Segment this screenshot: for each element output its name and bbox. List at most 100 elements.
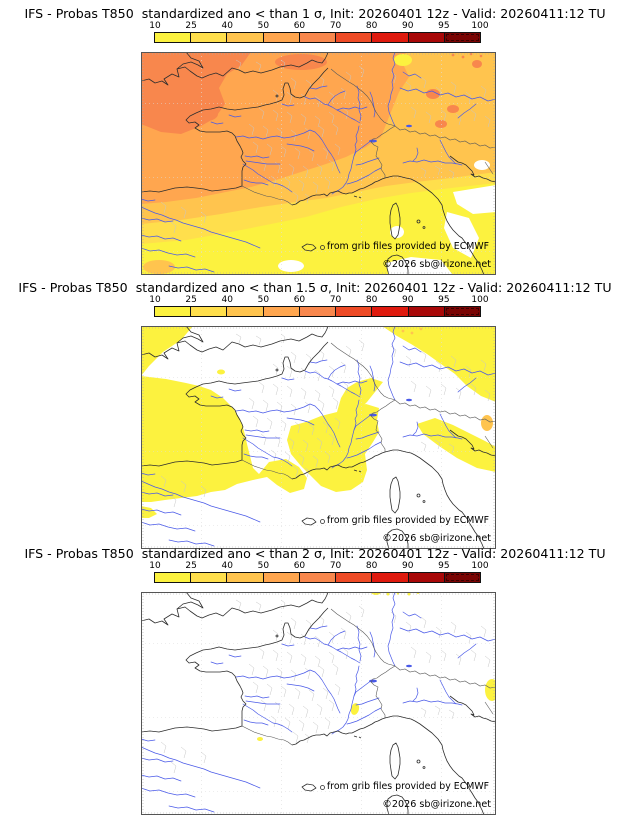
colorbar-tick-label: 10 xyxy=(149,561,161,571)
colorbar-tick-label: 60 xyxy=(293,295,306,305)
colorbar-segment xyxy=(191,573,228,582)
prob-blob-spain-edge xyxy=(141,506,157,518)
colorbar-tick-label: 40 xyxy=(221,561,233,571)
credit-provider: from grib files provided by ECMWF xyxy=(327,515,489,526)
colorbar-tick-label: 50 xyxy=(257,295,270,305)
credit-copyright: ©2026 sb@irizone.net xyxy=(382,533,491,544)
colorbar-tick-label: 25 xyxy=(185,561,197,571)
colorbar-tick-label: 90 xyxy=(402,295,414,305)
colorbar-segment xyxy=(299,33,337,42)
colorbar-tick-label: 60 xyxy=(293,21,306,31)
credit-provider: from grib files provided by ECMWF xyxy=(327,241,489,252)
colorbar-segment xyxy=(336,307,373,316)
colorbar-segment xyxy=(155,33,192,42)
colorbar-segment xyxy=(227,33,264,42)
colorbar-tick-label: 90 xyxy=(402,561,414,571)
colorbar-tick-label: 10 xyxy=(149,295,161,305)
prob-blob-nitaly-band xyxy=(417,418,496,472)
colorbar-tick-label: 100 xyxy=(471,21,489,31)
colorbar-tick-label: 90 xyxy=(402,21,414,31)
colorbar-segment xyxy=(227,573,264,582)
colorbar-segment xyxy=(372,307,409,316)
colorbar-segment xyxy=(408,33,445,42)
map-frame xyxy=(141,52,496,275)
bright-spot-rhine xyxy=(394,54,412,66)
map-sigma-1-5: from grib files provided by ECMWF ©2026 … xyxy=(141,326,496,549)
colorbar-segment xyxy=(227,307,264,316)
colorbar-segment xyxy=(263,33,300,42)
panel-sigma-2: IFS - Probas T850 standardized ano < tha… xyxy=(0,546,630,816)
panel-title: IFS - Probas T850 standardized ano < tha… xyxy=(18,280,612,295)
panel-title: IFS - Probas T850 standardized ano < tha… xyxy=(24,546,606,561)
colorbar-segment xyxy=(408,307,445,316)
colorbar: 10 25 40 50 60 70 80 90 95 100 xyxy=(149,21,489,47)
map-canvas: from grib files provided by ECMWF ©2026 … xyxy=(141,592,496,815)
prob-blob-northeast xyxy=(382,326,496,402)
colorbar-segment xyxy=(263,307,300,316)
colorbar-segment xyxy=(372,33,409,42)
colorbar-tick-label: 50 xyxy=(257,21,270,31)
colorbar-bar xyxy=(154,572,481,583)
colorbar-tick-row: 10 25 40 50 60 70 80 90 95 100 xyxy=(149,295,488,306)
colorbar-tick-label: 40 xyxy=(221,21,233,31)
colorbar-tick-label: 70 xyxy=(329,295,342,305)
colorbar-segment xyxy=(444,573,480,582)
map-frame xyxy=(141,592,496,815)
prob-spot-pyrenees xyxy=(257,737,263,741)
prob-blob-atlantic xyxy=(141,376,307,502)
high-prob-patches xyxy=(141,52,483,134)
prob-spot-alps xyxy=(350,703,360,715)
colorbar-segment xyxy=(263,573,300,582)
colorbar-segment xyxy=(444,307,480,316)
credit-copyright: ©2026 sb@irizone.net xyxy=(382,799,491,810)
colorbar-tick-label: 95 xyxy=(438,295,450,305)
map-canvas: from grib files provided by ECMWF ©2026 … xyxy=(141,326,496,549)
probability-field xyxy=(141,52,496,275)
colorbar-segment xyxy=(336,573,373,582)
amber-spot-sw xyxy=(143,260,175,274)
low-prob-patches xyxy=(278,160,496,275)
colorbar: 10 25 40 50 60 70 80 90 95 100 xyxy=(149,295,489,321)
credit-copyright: ©2026 sb@irizone.net xyxy=(382,259,491,270)
colorbar-segment xyxy=(155,573,192,582)
colorbar-segment xyxy=(336,33,373,42)
colorbar-tick-label: 70 xyxy=(329,561,342,571)
map-frame xyxy=(141,326,496,549)
map-sigma-1: from grib files provided by ECMWF ©2026 … xyxy=(141,52,496,275)
prob-blob-channel xyxy=(217,369,225,375)
colorbar-tick-label: 80 xyxy=(365,295,378,305)
map-canvas: from grib files provided by ECMWF ©2026 … xyxy=(141,52,496,275)
colorbar: 10 25 40 50 60 70 80 90 95 100 xyxy=(149,561,489,587)
colorbar-segment xyxy=(299,307,337,316)
colorbar-tick-label: 25 xyxy=(185,295,197,305)
colorbar-segment xyxy=(191,307,228,316)
colorbar-tick-label: 80 xyxy=(365,561,378,571)
colorbar-segment xyxy=(155,307,192,316)
colorbar-segment xyxy=(372,573,409,582)
colorbar-tick-label: 70 xyxy=(329,21,342,31)
prob-blob-northwest xyxy=(141,326,193,376)
colorbar-tick-label: 100 xyxy=(471,561,489,571)
colorbar-tick-label: 40 xyxy=(221,295,233,305)
panel-sigma-1-5: IFS - Probas T850 standardized ano < tha… xyxy=(0,280,630,550)
map-sigma-2: from grib files provided by ECMWF ©2026 … xyxy=(141,592,496,815)
colorbar-tick-label: 80 xyxy=(365,21,378,31)
colorbar-tick-label: 10 xyxy=(149,21,161,31)
colorbar-bar xyxy=(154,306,481,317)
colorbar-tick-label: 50 xyxy=(257,561,270,571)
colorbar-segment xyxy=(299,573,337,582)
colorbar-tick-row: 10 25 40 50 60 70 80 90 95 100 xyxy=(149,561,488,572)
panel-title: IFS - Probas T850 standardized ano < tha… xyxy=(24,6,606,21)
colorbar-tick-label: 95 xyxy=(438,561,450,571)
panel-sigma-1: IFS - Probas T850 standardized ano < tha… xyxy=(0,6,630,276)
colorbar-tick-label: 95 xyxy=(438,21,450,31)
colorbar-segment xyxy=(444,33,480,42)
credit-provider: from grib files provided by ECMWF xyxy=(327,781,489,792)
colorbar-tick-label: 60 xyxy=(293,561,306,571)
colorbar-segment xyxy=(191,33,228,42)
colorbar-segment xyxy=(408,573,445,582)
colorbar-tick-label: 100 xyxy=(471,295,489,305)
colorbar-tick-label: 25 xyxy=(185,21,197,31)
colorbar-tick-row: 10 25 40 50 60 70 80 90 95 100 xyxy=(149,21,488,32)
